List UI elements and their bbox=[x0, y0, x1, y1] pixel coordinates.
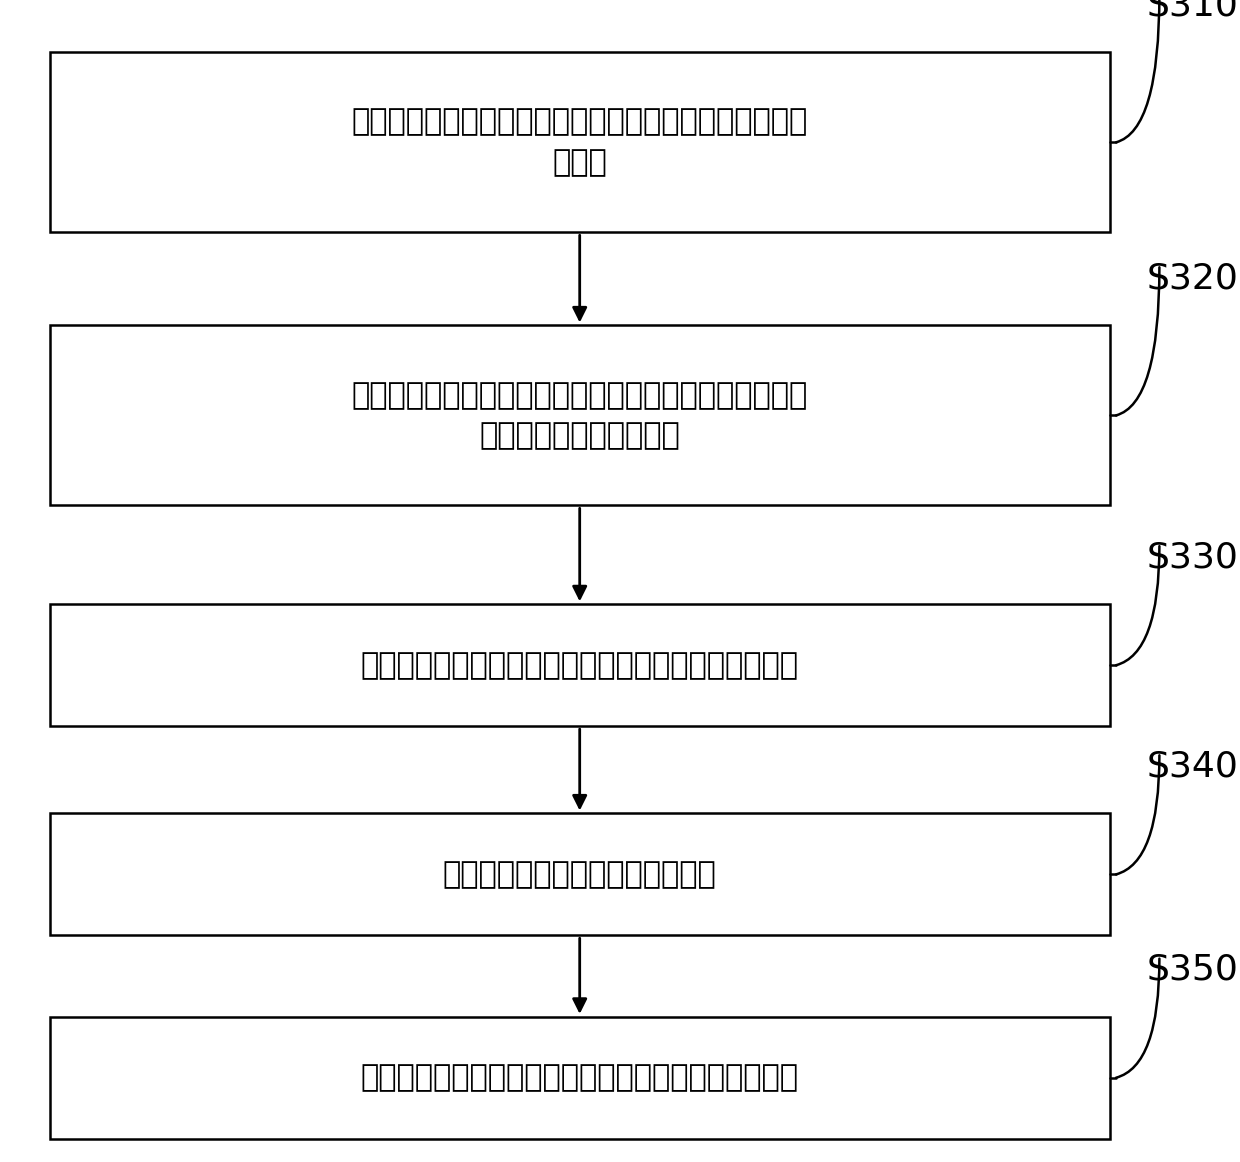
Text: 根据钻井液的流速和钻柱中的钻井液的温度模拟述环空部
温度场: 根据钻井液的流速和钻柱中的钻井液的温度模拟述环空部 温度场 bbox=[352, 108, 807, 177]
Text: 根据所述环空部温度场和冻土带温度场确定所述冻土带的
冻土融化区域的冻土参数: 根据所述环空部温度场和冻土带温度场确定所述冻土带的 冻土融化区域的冻土参数 bbox=[352, 381, 807, 450]
Text: 根据所述尺寸确定所述井的下沉量: 根据所述尺寸确定所述井的下沉量 bbox=[443, 860, 717, 889]
Bar bbox=[50, 325, 1110, 505]
Text: S330: S330 bbox=[1147, 540, 1239, 574]
Bar bbox=[50, 1017, 1110, 1139]
Text: 根据所述下沉量与下沉量阈值调整所述防沉装置的尺寸: 根据所述下沉量与下沉量阈值调整所述防沉装置的尺寸 bbox=[361, 1063, 799, 1092]
Text: S340: S340 bbox=[1147, 749, 1239, 783]
Text: 根据所述融化区域的冻土参数确定所述防沉装置的尺寸: 根据所述融化区域的冻土参数确定所述防沉装置的尺寸 bbox=[361, 651, 799, 680]
Text: S320: S320 bbox=[1147, 261, 1239, 295]
Text: S310: S310 bbox=[1147, 0, 1239, 22]
Bar bbox=[50, 52, 1110, 232]
Text: S350: S350 bbox=[1147, 953, 1239, 987]
Bar bbox=[50, 813, 1110, 935]
Bar bbox=[50, 604, 1110, 726]
